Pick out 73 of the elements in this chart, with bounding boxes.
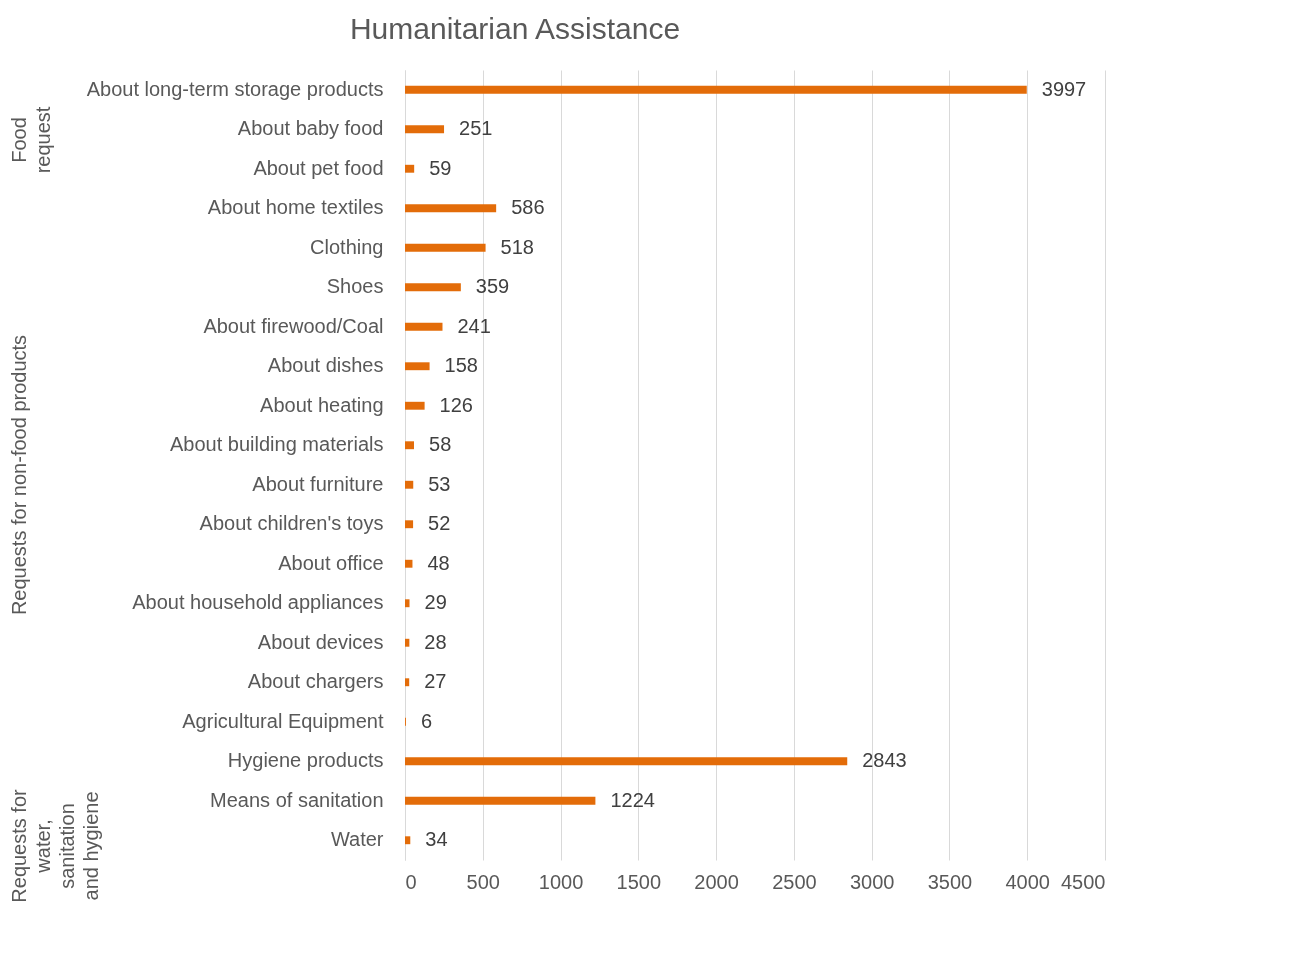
y-tick-label: About household appliances <box>132 591 384 614</box>
bar <box>405 243 486 252</box>
y-tick-label: About heating <box>260 393 384 416</box>
data-label: 126 <box>439 393 473 416</box>
data-label: 53 <box>428 472 451 495</box>
x-tick-label: 1000 <box>538 870 584 893</box>
data-label: 34 <box>425 828 448 851</box>
data-label: 359 <box>475 275 510 298</box>
y-tick-label: About office <box>278 551 384 574</box>
data-label: 251 <box>459 117 493 140</box>
bar <box>405 796 596 805</box>
bar <box>405 836 411 845</box>
data-label: 3997 <box>1041 77 1087 100</box>
bar <box>405 322 443 331</box>
bar <box>405 125 445 134</box>
x-tick-label: 3000 <box>849 870 895 893</box>
data-label: 28 <box>424 630 447 653</box>
text: Requests for non-food products <box>8 334 30 616</box>
bar <box>405 559 413 568</box>
x-tick-label: 3500 <box>927 870 973 893</box>
bar <box>405 520 414 529</box>
data-label: 27 <box>424 670 447 693</box>
y-tick-label: About long-term storage products <box>86 77 384 100</box>
bar <box>405 283 461 292</box>
bar <box>405 441 415 450</box>
data-label: 29 <box>424 591 447 614</box>
y-tick-label: About dishes <box>267 354 384 377</box>
x-tick-label: 2500 <box>772 870 817 893</box>
bar <box>405 678 410 687</box>
y-tick-label: About children's toys <box>199 512 384 535</box>
data-label: 241 <box>457 314 491 337</box>
y-tick-label: About chargers <box>247 670 384 693</box>
y-tick-label: About devices <box>257 630 384 653</box>
y-tick-label: About firewood/Coal <box>203 314 384 337</box>
x-tick-label: 0 <box>405 870 417 893</box>
y-tick-label: Hygiene products <box>227 749 384 772</box>
data-label: 59 <box>429 156 452 179</box>
x-tick-label: 4000 <box>1005 870 1050 893</box>
y-tick-label: Water <box>330 828 384 851</box>
bar <box>405 164 415 173</box>
data-label: 2843 <box>862 749 907 772</box>
data-label: 1224 <box>610 788 655 811</box>
y-tick-label: Clothing <box>310 235 384 258</box>
data-label: 52 <box>428 512 451 535</box>
data-label: 58 <box>429 433 452 456</box>
data-label: 586 <box>511 196 545 219</box>
bar <box>405 204 497 213</box>
text: Requests for water, sanitation and hygiene <box>8 788 102 903</box>
y-tick-label: Means of sanitation <box>210 788 384 811</box>
bar <box>405 85 1027 94</box>
bar <box>405 362 430 371</box>
y-tick-label: About home textiles <box>207 196 384 219</box>
text: Food request <box>8 106 54 174</box>
y-tick-label: Agricultural Equipment <box>182 709 384 732</box>
y-tick-label: About baby food <box>237 117 384 140</box>
bar <box>405 757 848 766</box>
bar <box>405 638 410 647</box>
data-label: 48 <box>427 551 450 574</box>
data-label: 518 <box>500 235 534 258</box>
x-tick-label: 1500 <box>616 870 662 893</box>
y-tick-label: About pet food <box>253 156 384 179</box>
x-tick-label: 2000 <box>694 870 739 893</box>
bar <box>405 599 410 608</box>
bar <box>405 401 425 410</box>
data-label: 158 <box>444 354 478 377</box>
data-label: 6 <box>420 709 433 732</box>
x-tick-label: 4500 <box>1061 870 1106 893</box>
y-tick-label: About building materials <box>170 433 384 456</box>
x-tick-label: 500 <box>466 870 500 893</box>
chart-title: Humanitarian Assistance <box>349 12 681 45</box>
y-tick-label: Shoes <box>326 275 384 298</box>
y-tick-label: About furniture <box>252 472 384 495</box>
bar <box>405 480 414 489</box>
